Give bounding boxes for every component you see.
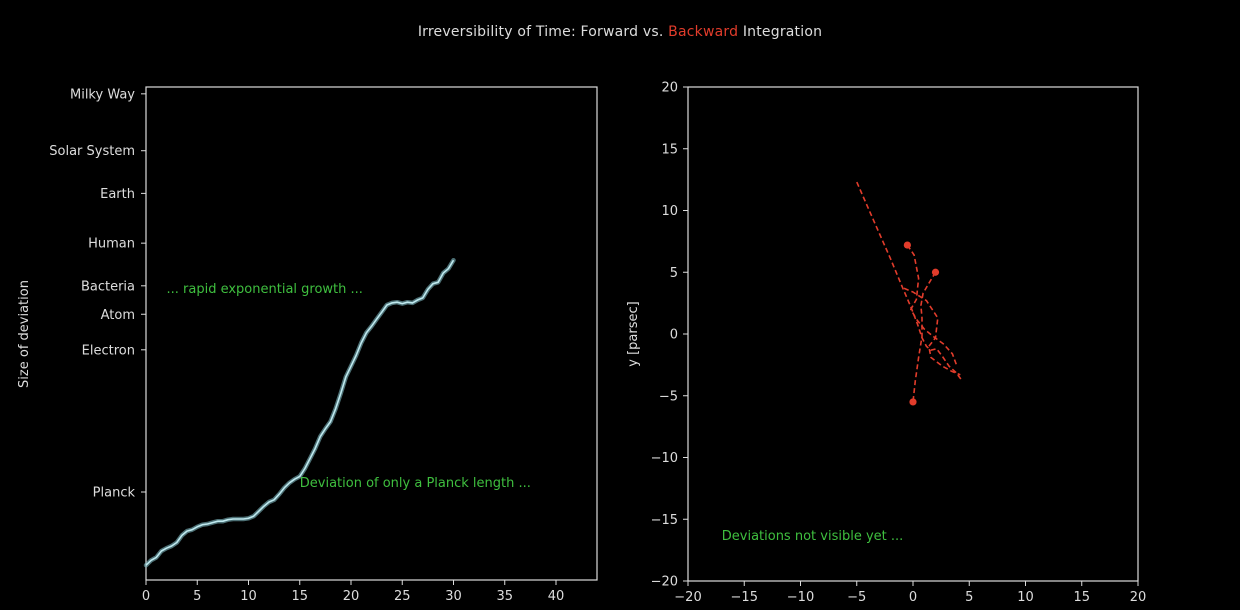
left-annotation: Deviation of only a Planck length ... <box>300 476 531 491</box>
forward-deviation-line <box>145 259 455 566</box>
right-y-tick-label: 20 <box>661 81 678 96</box>
forward-deviation-band <box>143 257 456 568</box>
right-y-tick-label: 10 <box>661 204 678 219</box>
figure-title: Irreversibility of Time: Forward vs. Bac… <box>0 24 1240 40</box>
left-x-tick-label: 5 <box>193 589 201 604</box>
right-annotation: Deviations not visible yet ... <box>722 529 904 544</box>
left-y-tick-label: Human <box>88 237 135 252</box>
left-x-tick-label: 20 <box>343 589 360 604</box>
trajectory-endpoint-marker <box>931 268 940 276</box>
left-x-tick-label: 0 <box>142 589 150 604</box>
left-x-tick-label: 30 <box>445 589 462 604</box>
right-x-tick-label: −10 <box>787 590 814 605</box>
right-panel: y [parsec] −20 −15 −10 −5 0 5 10 15 20 −20 −15 −10 −… <box>626 81 1146 606</box>
left-annotation: ... rapid exponential growth ... <box>167 282 363 297</box>
left-y-tick-label: Milky Way <box>70 87 135 102</box>
left-y-tick-label: Electron <box>82 343 135 358</box>
right-x-tick-label: 0 <box>909 590 917 605</box>
left-y-tick-label: Atom <box>101 308 135 323</box>
left-x-tick-label: 25 <box>394 589 411 604</box>
left-x-tick-label: 15 <box>291 589 308 604</box>
right-axes-frame <box>687 86 1139 582</box>
title-part-backward: Backward <box>668 24 739 40</box>
left-x-tick-label: 40 <box>548 589 565 604</box>
right-x-tick-label: −20 <box>674 590 701 605</box>
left-y-tick-label: Bacteria <box>81 279 135 294</box>
right-x-tick-label: 5 <box>965 590 973 605</box>
right-y-tick-label: −10 <box>651 451 678 466</box>
right-x-tick-label: −15 <box>731 590 758 605</box>
right-y-tick-label: −5 <box>659 389 678 404</box>
right-y-tick-label: −20 <box>651 575 678 590</box>
right-y-axis-label: y [parsec] <box>626 301 641 366</box>
left-panel: Size of deviation 0 5 10 15 20 25 30 35 40 Planck… <box>17 86 598 604</box>
left-y-axis-label: Size of deviation <box>17 280 32 388</box>
left-y-tick-label: Solar System <box>49 144 135 159</box>
backward-trajectory-line <box>856 181 963 381</box>
left-y-tick-label: Earth <box>100 187 135 202</box>
backward-trajectory-line <box>903 287 961 376</box>
backward-trajectory-line <box>906 244 958 367</box>
title-part-integration: Integration <box>738 24 823 40</box>
trajectory-endpoint-marker <box>903 241 911 249</box>
left-x-tick-label: 10 <box>240 589 257 604</box>
right-x-tick-label: 10 <box>1017 590 1034 605</box>
right-y-tick-label: 15 <box>661 142 678 157</box>
right-y-tick-label: −15 <box>651 513 678 528</box>
backward-trajectory-line <box>912 271 937 402</box>
right-y-tick-label: 5 <box>670 266 678 281</box>
title-part-forward: Irreversibility of Time: Forward vs. <box>417 24 669 40</box>
left-y-tick-label: Planck <box>93 486 136 501</box>
left-axes-frame <box>145 86 598 581</box>
trajectory-endpoint-marker <box>909 398 917 406</box>
right-x-tick-label: −5 <box>847 590 866 605</box>
right-y-tick-label: 0 <box>670 328 678 343</box>
left-x-tick-label: 35 <box>496 589 513 604</box>
right-x-tick-label: 20 <box>1130 590 1147 605</box>
right-x-tick-label: 15 <box>1073 590 1090 605</box>
